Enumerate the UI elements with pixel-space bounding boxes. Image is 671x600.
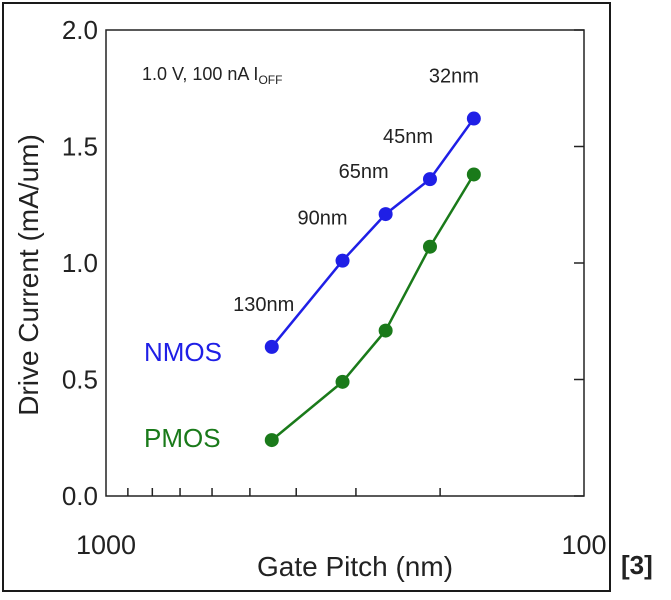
y-tick-label-2: 1.0 <box>62 248 98 278</box>
y-tick-label-1: 0.5 <box>62 365 98 395</box>
figure-frame <box>2 2 611 592</box>
y-tick-label-3: 1.5 <box>62 132 98 162</box>
pmos-label: PMOS <box>144 423 221 453</box>
nmos-point-0 <box>264 339 279 354</box>
nmos-point-1 <box>335 253 350 268</box>
node-label-3: 45nm <box>383 126 433 148</box>
pmos-point-2 <box>378 323 393 338</box>
nmos-point-4 <box>466 111 481 126</box>
condition-annotation: 1.0 V, 100 nA IOFF <box>142 64 282 87</box>
y-axis-label: Drive Current (mA/um) <box>13 134 44 416</box>
x-axis-label: Gate Pitch (nm) <box>257 551 453 582</box>
y-tick-label-4: 2.0 <box>62 15 98 45</box>
nmos-label: NMOS <box>144 337 222 367</box>
pmos-point-4 <box>466 167 481 182</box>
y-tick-label-0: 0.0 <box>62 481 98 511</box>
node-label-2: 65nm <box>339 161 389 183</box>
x-tick-label-0: 1000 <box>76 530 136 560</box>
reference-label: [3] <box>621 550 653 580</box>
node-label-4: 32nm <box>429 66 479 88</box>
nmos-point-2 <box>378 207 393 222</box>
pmos-point-3 <box>422 239 437 254</box>
chart: 0.0 0.5 1.0 1.5 2.0 1000 100 Gate Pitch (nm) Dri… <box>13 15 607 582</box>
node-label-1: 90nm <box>298 208 348 230</box>
nmos-point-3 <box>422 172 437 187</box>
pmos-point-1 <box>335 374 350 389</box>
x-tick-label-1: 100 <box>561 530 606 560</box>
pmos-point-0 <box>264 433 279 448</box>
node-label-0: 130nm <box>233 294 294 316</box>
nmos-line <box>270 117 475 348</box>
